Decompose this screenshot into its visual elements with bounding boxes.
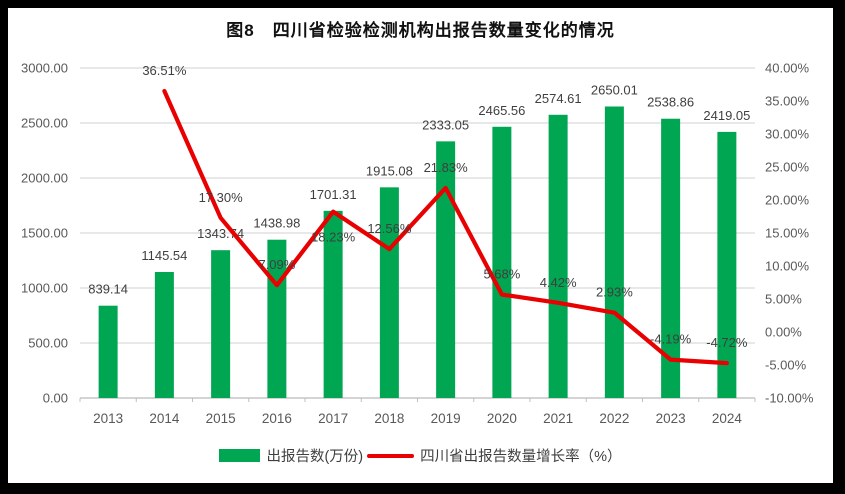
year-label: 2023 <box>656 411 686 426</box>
right-axis-tick-label: 30.00% <box>765 127 810 142</box>
legend-label-bars: 出报告数(万份) <box>266 449 364 465</box>
legend-item-bars: 出报告数(万份) <box>219 445 363 466</box>
legend: 出报告数(万份) 四川省出报告数量增长率（%） <box>8 445 833 466</box>
bar-2021 <box>548 114 568 398</box>
line-label-2019: 21.83% <box>424 160 469 175</box>
year-label: 2020 <box>487 411 517 426</box>
bar-label-2022: 2650.01 <box>591 82 638 97</box>
year-label: 2016 <box>262 411 292 426</box>
year-label: 2013 <box>93 411 123 426</box>
bar-label-2024: 2419.05 <box>703 108 750 123</box>
bar-2022 <box>604 106 624 398</box>
bar-label-2013: 839.14 <box>88 282 128 297</box>
line-label-2016: 7.09% <box>258 257 295 272</box>
left-axis-tick-label: 1500.00 <box>21 226 68 241</box>
line-label-2014: 36.51% <box>142 63 187 78</box>
right-axis-tick-label: 15.00% <box>765 226 810 241</box>
year-label: 2014 <box>149 411 180 426</box>
bar-2017 <box>323 210 343 398</box>
year-label: 2021 <box>543 411 573 426</box>
line-label-2022: 2.93% <box>596 285 633 300</box>
right-axis-tick-label: 10.00% <box>765 259 810 274</box>
right-axis-tick-label: 5.00% <box>765 292 802 307</box>
right-axis-tick-label: 25.00% <box>765 160 810 175</box>
right-axis-tick-label: 35.00% <box>765 94 810 109</box>
bar-2013 <box>98 305 118 398</box>
growth-line <box>162 88 729 366</box>
line-series-swatch-icon <box>367 453 415 458</box>
year-label: 2017 <box>318 411 348 426</box>
line-label-2021: 4.42% <box>540 275 577 290</box>
bar-2023 <box>661 118 681 398</box>
bar-label-2021: 2574.61 <box>535 91 582 106</box>
bar-label-2018: 1915.08 <box>366 163 413 178</box>
right-axis-tick-label: 0.00% <box>765 325 802 340</box>
bar-label-2014: 1145.54 <box>141 248 187 263</box>
line-label-2020: 5.68% <box>483 267 520 282</box>
line-label-2015: 17.30% <box>199 190 244 205</box>
chart-title: 图8 四川省检验检测机构出报告数量变化的情况 <box>226 21 615 40</box>
bar-label-2017: 1701.31 <box>310 187 357 202</box>
right-axis-tick-label: -5.00% <box>765 358 807 373</box>
year-label: 2022 <box>599 411 629 426</box>
bar-label-2016: 1438.98 <box>253 216 300 231</box>
line-label-2018: 12.56% <box>367 221 412 236</box>
left-axis-tick-label: 500.00 <box>28 336 68 351</box>
left-axis-tick-label: 1000.00 <box>21 281 68 296</box>
bar-2020 <box>492 126 512 399</box>
right-axis-tick-label: 20.00% <box>765 193 810 208</box>
year-label: 2019 <box>431 411 461 426</box>
bar-2019 <box>436 141 456 398</box>
year-label: 2024 <box>712 411 743 426</box>
year-label: 2018 <box>374 411 404 426</box>
left-axis-tick-label: 2500.00 <box>21 116 68 131</box>
chart-canvas: 图8 四川省检验检测机构出报告数量变化的情况 3000.00 2500.00 200… <box>8 8 833 483</box>
bar-2018 <box>379 187 399 398</box>
right-axis-tick-label: 40.00% <box>765 61 810 76</box>
bar-label-2020: 2465.56 <box>478 103 525 118</box>
bar-label-2023: 2538.86 <box>647 95 694 110</box>
line-label-2023: -4.19% <box>650 332 692 347</box>
bar-2014 <box>154 271 174 398</box>
legend-label-line: 四川省出报告数量增长率（%） <box>420 449 622 465</box>
right-axis-tick-label: -10.00% <box>765 391 814 406</box>
bar-2024 <box>717 131 737 398</box>
bar-series-swatch-icon <box>219 449 261 462</box>
chart-plot-area: 3000.00 2500.00 2000.00 1500.00 1000.00 500.0… <box>21 61 814 427</box>
left-axis-tick-label: 2000.00 <box>21 171 68 186</box>
year-label: 2015 <box>206 411 236 426</box>
bar-2015 <box>211 250 231 398</box>
left-axis-tick-label: 0.00 <box>43 391 68 406</box>
bar-label-2019: 2333.05 <box>422 117 469 132</box>
line-label-2017: 18.23% <box>311 230 356 245</box>
left-axis-tick-label: 3000.00 <box>21 61 68 76</box>
legend-item-line: 四川省出报告数量增长率（%） <box>367 445 622 466</box>
line-label-2024: -4.72% <box>706 335 748 350</box>
